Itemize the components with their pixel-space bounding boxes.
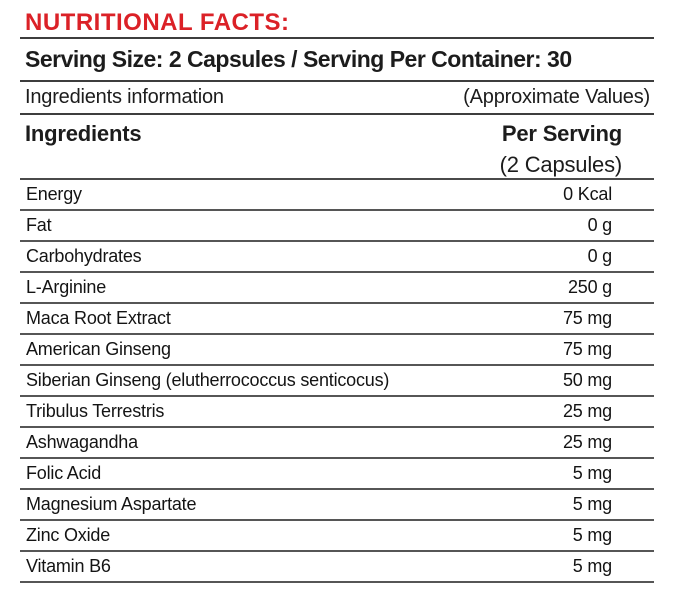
column-header-per-serving-group: Per Serving (2 Capsules) — [500, 121, 654, 178]
table-row: Carbohydrates 0 g — [20, 242, 654, 273]
ingredient-value: 0 Kcal — [563, 184, 612, 204]
table-row: Vitamin B6 5 mg — [20, 552, 654, 583]
column-header-per-serving-sub: (2 Capsules) — [499, 152, 623, 177]
table-header-row: Ingredients Per Serving (2 Capsules) — [20, 115, 654, 180]
ingredient-name: Folic Acid — [26, 463, 102, 483]
approximate-values-label: (Approximate Values) — [463, 86, 650, 108]
column-header-ingredients: Ingredients — [25, 121, 142, 146]
ingredient-name: Maca Root Extract — [26, 308, 171, 328]
ingredient-value: 5 mg — [572, 525, 612, 545]
table-row: Energy 0 Kcal — [20, 180, 654, 211]
ingredients-table-body: Energy 0 Kcal Fat 0 g Carbohydrates 0 g … — [20, 180, 654, 583]
ingredient-name: Siberian Ginseng (elutherrococcus sentic… — [26, 370, 390, 390]
table-row: Magnesium Aspartate 5 mg — [20, 490, 654, 521]
ingredients-info-row: Ingredients information (Approximate Val… — [20, 82, 654, 115]
table-row: Folic Acid 5 mg — [20, 459, 654, 490]
ingredient-name: Tribulus Terrestris — [26, 401, 165, 421]
table-row: Ashwagandha 25 mg — [20, 428, 654, 459]
table-row: L-Arginine 250 g — [20, 273, 654, 304]
ingredient-value: 25 mg — [562, 432, 612, 452]
label-content: NUTRITIONAL FACTS: Serving Size: 2 Capsu… — [20, 0, 654, 583]
ingredient-name: Magnesium Aspartate — [26, 494, 197, 514]
title-row: NUTRITIONAL FACTS: — [20, 0, 654, 39]
ingredient-value: 75 mg — [562, 339, 612, 359]
ingredient-value: 250 g — [567, 277, 612, 297]
ingredient-value: 0 g — [587, 215, 613, 235]
ingredient-value: 5 mg — [572, 494, 612, 514]
ingredient-name: L-Arginine — [26, 277, 107, 297]
ingredient-value: 5 mg — [572, 556, 612, 576]
page-title: NUTRITIONAL FACTS: — [25, 9, 290, 36]
table-row: Zinc Oxide 5 mg — [20, 521, 654, 552]
ingredient-name: Zinc Oxide — [26, 525, 111, 545]
ingredient-name: Energy — [26, 184, 82, 204]
column-header-per-serving: Per Serving — [501, 121, 622, 146]
ingredient-name: Ashwagandha — [26, 432, 138, 452]
ingredient-value: 75 mg — [562, 308, 612, 328]
ingredient-name: Carbohydrates — [26, 246, 142, 266]
ingredient-value: 25 mg — [562, 401, 612, 421]
ingredient-value: 5 mg — [572, 463, 612, 483]
table-row: Siberian Ginseng (elutherrococcus sentic… — [20, 366, 654, 397]
ingredient-value: 0 g — [587, 246, 613, 266]
ingredient-name: Fat — [26, 215, 52, 235]
ingredient-name: Vitamin B6 — [26, 556, 111, 576]
table-row: Tribulus Terrestris 25 mg — [20, 397, 654, 428]
table-row: Maca Root Extract 75 mg — [20, 304, 654, 335]
table-row: American Ginseng 75 mg — [20, 335, 654, 366]
serving-size-text: Serving Size: 2 Capsules / Serving Per C… — [25, 46, 572, 72]
table-row: Fat 0 g — [20, 211, 654, 242]
serving-size-row: Serving Size: 2 Capsules / Serving Per C… — [20, 39, 654, 82]
ingredient-value: 50 mg — [562, 370, 612, 390]
ingredients-info-label: Ingredients information — [25, 86, 224, 108]
ingredient-name: American Ginseng — [26, 339, 171, 359]
